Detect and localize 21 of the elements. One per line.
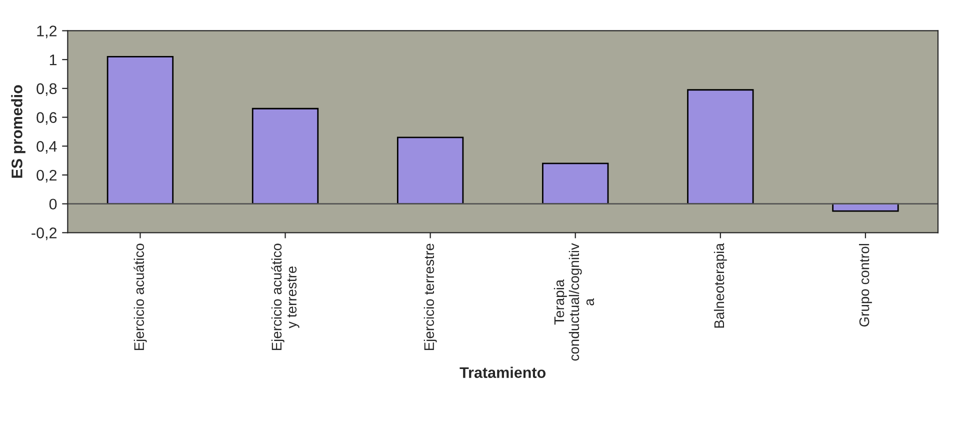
y-tick-label: 0,6 [36,112,57,125]
x-tick-label: Ejercicio acuático y terrestre [271,244,300,350]
y-axis-title: ES promedio [11,85,26,178]
y-tick-label: 0,8 [36,83,57,96]
x-tick-label: Balneoterapia [714,243,727,328]
bar [396,136,464,205]
x-axis-title: Tratamiento [460,366,546,378]
y-tick-label: 0,4 [36,140,57,154]
y-tick-label: 1,2 [37,26,57,38]
y-tick-label: 0,2 [36,170,57,182]
y-tick-label: 0 [49,198,57,210]
x-tick-label: Ejercicio terrestre [424,244,437,350]
bar [542,162,609,205]
x-tick-label: Grupo control [858,244,872,327]
y-tick-label: 1 [50,54,57,66]
bar [252,108,319,205]
x-tick-label: Ejercicio acuático [134,244,147,350]
x-tick-label: Terapia conductual/cognitiv a [554,243,594,361]
bar [687,89,754,205]
bar [106,56,174,205]
y-tick-label: -0,2 [32,228,57,240]
